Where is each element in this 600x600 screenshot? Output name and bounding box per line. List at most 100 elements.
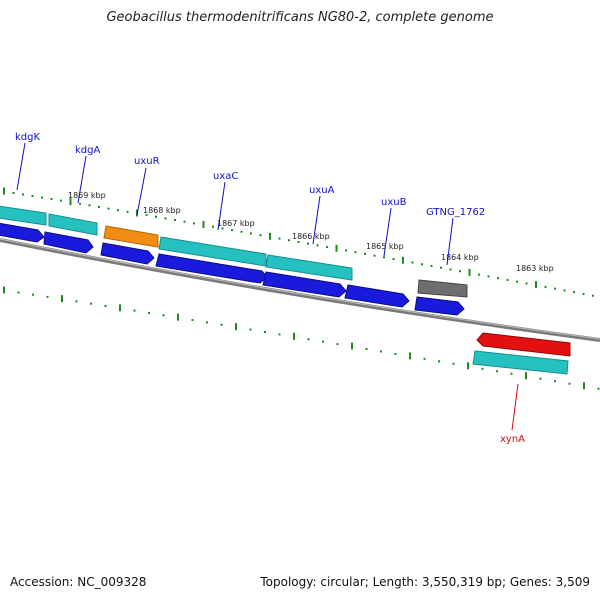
cds-arrow-uxuB[interactable] <box>344 284 410 308</box>
kbp-label-1868: 1868 kbp <box>143 206 181 215</box>
inner-scale-tick <box>597 387 600 390</box>
gene-label-xynA[interactable]: xynA <box>500 434 525 445</box>
inner-scale-tick <box>206 321 208 324</box>
outer-scale-tick <box>544 285 547 288</box>
leader-xynA <box>511 383 519 431</box>
outer-scale-tick <box>573 291 575 294</box>
outer-scale-tick <box>22 193 24 196</box>
inner-scale-tick <box>293 332 295 340</box>
inner-scale-tick <box>32 293 34 296</box>
outer-scale-tick <box>525 282 528 285</box>
inner-scale-tick <box>148 311 150 314</box>
gene-label-GTNG_1762[interactable]: GTNG_1762 <box>426 207 485 218</box>
inner-scale-tick <box>177 313 179 321</box>
inner-scale-tick <box>510 372 513 375</box>
gene-label-uxuR[interactable]: uxuR <box>134 156 160 167</box>
outer-scale-tick <box>326 246 328 249</box>
outer-scale-tick <box>3 187 5 195</box>
inner-scale-tick <box>235 323 237 331</box>
feature-bar-kdgA-outer[interactable] <box>48 213 98 236</box>
outer-scale-tick <box>354 251 357 254</box>
outer-scale-tick <box>535 281 537 289</box>
inner-scale-tick <box>568 382 571 385</box>
outer-scale-tick <box>506 278 509 281</box>
cds-arrow-kdgK[interactable] <box>0 222 45 243</box>
outer-scale-tick <box>69 198 72 206</box>
outer-scale-tick <box>478 273 480 276</box>
outer-scale-tick <box>212 225 214 228</box>
gene-label-kdgK[interactable]: kdgK <box>15 132 40 143</box>
feature-bar-GTNG_1762-outer[interactable] <box>417 279 468 298</box>
genome-backbone <box>0 238 600 342</box>
inner-scale-tick <box>539 377 542 380</box>
inner-scale-tick <box>220 323 223 326</box>
inner-scale-tick <box>191 319 194 322</box>
outer-scale-tick <box>383 256 385 259</box>
inner-scale-tick <box>583 382 585 390</box>
outer-scale-tick <box>98 205 100 208</box>
inner-scale-tick <box>438 360 440 363</box>
outer-scale-tick <box>411 261 414 264</box>
gene-label-uxaC[interactable]: uxaC <box>213 171 238 182</box>
kbp-label-1863: 1863 kbp <box>516 264 554 273</box>
inner-scale-tick <box>496 370 498 373</box>
inner-scale-tick <box>17 291 20 294</box>
outer-scale-tick <box>563 289 566 292</box>
outer-scale-tick <box>497 277 499 280</box>
feature-bar-xynA-outer[interactable] <box>472 350 569 375</box>
gene-label-uxuA[interactable]: uxuA <box>309 185 335 196</box>
outer-scale-tick <box>592 294 594 297</box>
cds-arrow-xynA[interactable] <box>476 332 571 357</box>
feature-bar-kdgK-outer[interactable] <box>0 205 47 226</box>
inner-scale-tick <box>423 357 426 360</box>
outer-scale-tick <box>459 270 461 273</box>
outer-scale-tick <box>117 209 119 212</box>
feature-bar-uxuR-outer[interactable] <box>103 225 159 248</box>
inner-scale-tick <box>322 340 324 343</box>
cds-arrow-uxuR[interactable] <box>100 242 155 265</box>
gene-label-kdgA[interactable]: kdgA <box>75 145 100 156</box>
outer-scale-tick <box>250 232 252 235</box>
outer-scale-tick <box>193 222 195 225</box>
inner-scale-tick <box>336 343 339 346</box>
inner-scale-tick <box>264 330 266 333</box>
outer-scale-tick <box>392 258 395 261</box>
inner-scale-tick <box>394 352 397 355</box>
inner-scale-tick <box>278 333 281 336</box>
inner-scale-tick <box>3 286 5 294</box>
outer-scale-tick <box>335 244 338 252</box>
outer-scale-tick <box>164 217 167 220</box>
outer-scale-tick <box>183 220 186 223</box>
inner-scale-tick <box>467 362 469 370</box>
gene-leader-lines <box>16 142 519 431</box>
outer-scale-tick <box>316 244 319 247</box>
outer-scale-tick <box>430 264 433 267</box>
inner-scale-tick <box>75 300 78 303</box>
outer-scale-tick <box>421 263 423 266</box>
outer-scale-tick <box>345 249 347 252</box>
accession-label: Accession: NC_009328 <box>10 575 147 589</box>
inner-scale-tick <box>351 342 353 350</box>
cds-arrow-uxuA[interactable] <box>262 271 347 298</box>
kbp-label-1866: 1866 kbp <box>292 232 330 241</box>
leader-uxuA <box>312 195 321 245</box>
feature-bar-uxuA-outer[interactable] <box>265 254 353 281</box>
outer-scale-tick <box>449 268 452 271</box>
outer-scale-tick <box>50 198 53 201</box>
cds-arrow-uxaC[interactable] <box>155 253 268 284</box>
inner-scale-tick <box>481 367 484 370</box>
gene-label-uxuB[interactable]: uxuB <box>381 197 407 208</box>
cds-arrow-GTNG_1762[interactable] <box>414 296 465 316</box>
leader-uxuB <box>383 207 392 257</box>
kbp-label-1867: 1867 kbp <box>217 219 255 228</box>
outer-scale-tick <box>221 227 224 230</box>
outer-scale-tick <box>12 191 15 194</box>
inner-scale-tick <box>46 295 49 298</box>
outer-scale-tick <box>240 230 243 233</box>
leader-uxuR <box>136 167 147 216</box>
inner-scale-tick <box>119 304 121 312</box>
inner-scale-tick <box>249 328 252 331</box>
cds-arrow-kdgA[interactable] <box>43 231 94 254</box>
outer-scale-tick <box>41 196 43 199</box>
inner-scale-tick <box>554 380 556 383</box>
